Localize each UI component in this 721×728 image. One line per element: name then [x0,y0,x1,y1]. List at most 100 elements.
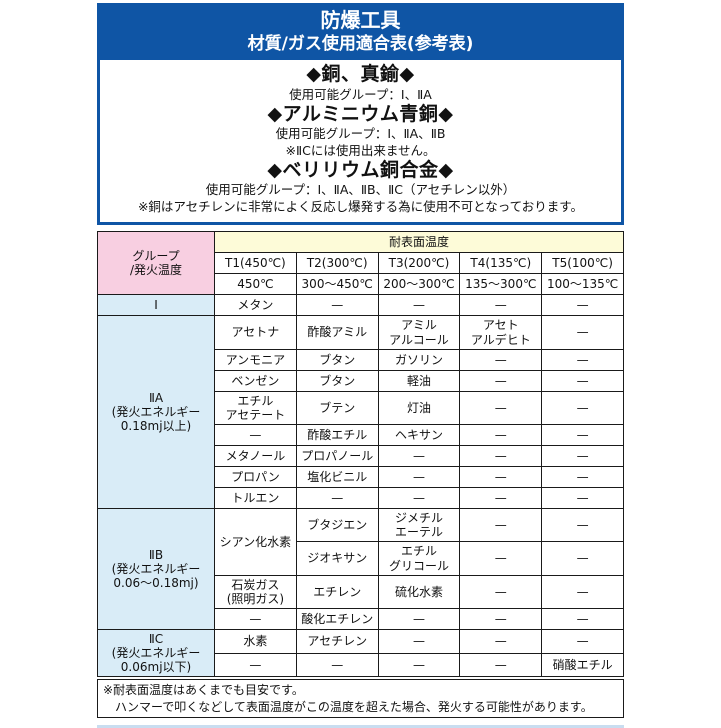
material-heading: ◆銅、真鍮◆ [306,63,415,86]
gas-cell: アミル アルコール [377,315,461,350]
gas-cell: — [541,541,624,576]
temp-range-header: 135～300℃ [459,273,543,296]
gas-cell: メタノール [214,445,297,468]
gas-cell: — [459,652,543,678]
gas-cell: ブテン [295,390,379,426]
gas-cell: — [214,652,297,678]
surface-temp-header: 耐表面温度 [214,231,624,254]
gas-cell: エチル アセテート [214,390,297,426]
gas-cell: エチル グリコール [377,541,461,576]
table-row: ⅡA (発火エネルギー 0.18mj以上) アセトナ 酢酸アミル アミル アルコール アセトア… [97,315,624,510]
gas-cell: 灯油 [377,390,461,426]
temp-class-header: T3(200℃) [377,252,461,275]
gas-cell: — [541,445,624,468]
temp-class-header: T1(450℃) [214,252,297,275]
gas-cell: ヘキサン [377,424,461,447]
gas-cell: 硫化水素 [377,574,461,609]
gas-cell: 塩化ビニル [295,466,379,489]
group-label: Ⅰ [97,294,215,317]
gas-cell: 硝酸エチル [541,652,624,678]
gas-cell: — [377,466,461,489]
gas-cell: 軽油 [377,369,461,392]
gas-cell: — [541,574,624,609]
gas-cell: — [377,487,461,510]
gas-cell: 酸化エチレン [295,607,379,630]
gas-cell: 石炭ガス (照明ガス) [214,574,297,609]
table-row: 石炭ガス (照明ガス) エチレン 硫化水素 — — [98,574,624,609]
table-row: ⅡB (発火エネルギー 0.06～0.18mj) シアン化水素 ブタジエン ジメチル エーテ… [97,508,624,630]
gas-cell: アセトナ [214,315,297,350]
gas-cell: — [459,628,543,654]
gas-cell: — [295,652,379,678]
temp-range-header: 450℃ [214,273,297,296]
gas-cell: ジメチル エーテル [377,508,461,543]
gas-cell: トルエン [214,487,297,510]
gas-cell: — [541,294,624,317]
gas-cell: — [295,487,379,510]
gas-cell: ブタン [295,348,379,371]
page: 防爆工具 材質/ガス使用適合表(参考表) ◆銅、真鍮◆ 使用可能グループ：Ⅰ、ⅡA… [97,0,624,728]
gas-cell: — [377,607,461,630]
material-note: 使用可能グループ：Ⅰ、ⅡA [289,86,432,102]
gas-cell: — [459,541,543,576]
gas-cell: アセト アルデヒト [459,315,543,350]
gas-cell: — [214,607,297,630]
temp-range-header: 200～300℃ [377,273,461,296]
gas-cell: — [214,424,297,447]
gas-cell: ベンゼン [214,369,297,392]
gas-cell: アセチレン [295,628,379,654]
table-row: メタノール プロパノール — — — [98,445,624,468]
gas-cell: 酢酸エチル [295,424,379,447]
table-row: — 酸化エチレン — — — [98,607,624,630]
group-label: ⅡA (発火エネルギー 0.18mj以上) [97,315,215,510]
gas-cell: ブタジエン [295,508,379,543]
gas-cell: — [377,652,461,678]
bottom-divider [97,724,624,728]
gas-cell: — [541,390,624,426]
gas-compat-table: グループ/発火温度 耐表面温度 T1(450℃) T2(300℃) T3(200℃) T4… [97,231,624,678]
material-heading: ◆アルミニウム青銅◆ [267,103,454,126]
page-title: 防爆工具 [320,8,401,32]
group-label: ⅡC (発火エネルギー 0.06mj以下) [97,628,215,678]
footnote-line-1: ※耐表面温度はあくまでも目安です。 [103,683,304,698]
group-label: ⅡB (発火エネルギー 0.06～0.18mj) [97,508,215,630]
material-note: 使用可能グループ：Ⅰ、ⅡA、ⅡB、ⅡC（アセチレン以外） [205,182,516,198]
group-column-header: グループ/発火温度 [97,231,215,296]
gas-cell: プロパン [214,466,297,489]
temp-range-header: 100～135℃ [541,273,624,296]
table-row: ⅡC (発火エネルギー 0.06mj以下) 水素 アセチレン — — — [97,628,624,678]
temp-class-header: T2(300℃) [295,252,379,275]
gas-cell: — [541,424,624,447]
gas-cell: — [541,487,624,510]
materials-box: ◆銅、真鍮◆ 使用可能グループ：Ⅰ、ⅡA ◆アルミニウム青銅◆ 使用可能グループ：Ⅰ、… [97,60,624,226]
gas-cell: — [541,369,624,392]
material-heading: ◆ベリリウム銅合金◆ [267,159,454,182]
gas-cell: — [459,424,543,447]
gas-cell: — [459,466,543,489]
gas-cell: — [377,628,461,654]
gas-cell: ジオキサン [295,541,379,576]
table-row: エチル アセテート ブテン 灯油 — — [98,390,624,426]
title-banner: 防爆工具 材質/ガス使用適合表(参考表) [97,3,624,61]
temp-class-header: T4(135℃) [459,252,543,275]
gas-cell: — [541,348,624,371]
gas-cell: — [459,369,543,392]
gas-cell: — [541,607,624,630]
gas-cell: — [459,574,543,609]
gas-cell: — [541,466,624,489]
gas-cell: — [541,628,624,654]
page-subtitle: 材質/ガス使用適合表(参考表) [247,34,474,54]
material-note: 使用可能グループ：Ⅰ、ⅡA、ⅡB [275,126,446,142]
gas-cell: ガソリン [377,348,461,371]
gas-cell: シアン化水素 [214,508,297,576]
gas-cell: — [377,294,461,317]
gas-cell: — [541,315,624,350]
gas-cell: 水素 [214,628,297,654]
gas-cell: プロパノール [295,445,379,468]
gas-cell: アンモニア [214,348,297,371]
temp-class-header: T5(100℃) [541,252,624,275]
table-row: プロパン 塩化ビニル — — — [98,466,624,489]
gas-cell: エチレン [295,574,379,609]
gas-cell: ブタン [295,369,379,392]
gas-cell: — [459,487,543,510]
